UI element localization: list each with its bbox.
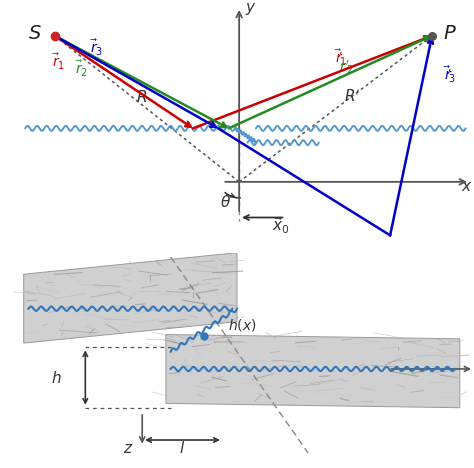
Text: $h(x)$: $h(x)$ (228, 317, 256, 333)
Text: $\vec{r\!}'\!_1$: $\vec{r\!}'\!_1$ (334, 48, 347, 68)
Polygon shape (24, 253, 237, 343)
Text: $z$: $z$ (123, 442, 133, 456)
Text: $r'\!_2$: $r'\!_2$ (339, 59, 354, 76)
Text: $R$: $R$ (137, 88, 147, 105)
Text: $\vec{r}_3$: $\vec{r}_3$ (90, 38, 103, 58)
Text: $h$: $h$ (51, 370, 62, 386)
Text: $S$: $S$ (28, 25, 42, 43)
Text: $\vec{r}_1$: $\vec{r}_1$ (52, 52, 65, 72)
Text: $x$: $x$ (461, 180, 473, 194)
Polygon shape (166, 335, 460, 408)
Text: $l$: $l$ (180, 440, 185, 456)
Text: $y$: $y$ (246, 1, 257, 17)
Text: $R'$: $R'$ (344, 88, 361, 105)
Text: $\theta$: $\theta$ (220, 194, 231, 210)
Text: $\vec{r}_2$: $\vec{r}_2$ (75, 59, 88, 79)
Text: $\vec{r\!}'\!_3$: $\vec{r\!}'\!_3$ (443, 65, 456, 85)
Text: $\vec{x}_0$: $\vec{x}_0$ (272, 216, 290, 236)
Text: $P$: $P$ (443, 25, 456, 43)
